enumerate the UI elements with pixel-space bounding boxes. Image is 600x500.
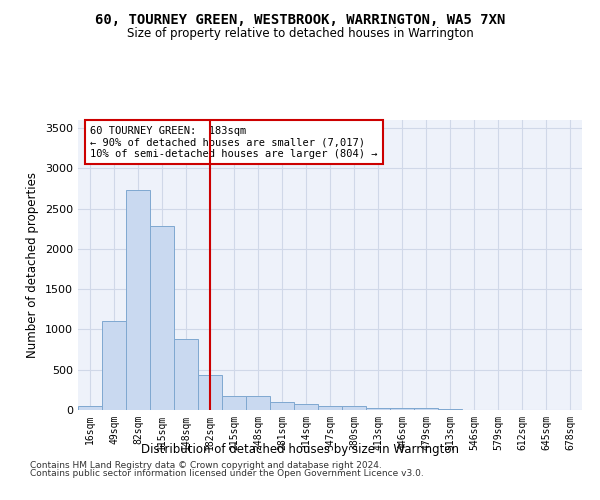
Y-axis label: Number of detached properties: Number of detached properties (26, 172, 40, 358)
Bar (342, 406, 366, 410)
Bar (414, 408, 438, 410)
Bar (270, 402, 294, 410)
Bar (438, 409, 462, 410)
Bar (102, 320, 126, 410)
Bar (294, 404, 318, 410)
Bar (126, 190, 150, 410)
Bar (150, 226, 174, 410)
Text: Contains HM Land Registry data © Crown copyright and database right 2024.: Contains HM Land Registry data © Crown c… (30, 460, 382, 469)
Bar (390, 408, 414, 410)
Text: Size of property relative to detached houses in Warrington: Size of property relative to detached ho… (127, 28, 473, 40)
Bar (318, 406, 342, 410)
Bar (366, 408, 390, 410)
Bar (246, 396, 270, 410)
Bar (198, 376, 222, 410)
Text: 60, TOURNEY GREEN, WESTBROOK, WARRINGTON, WA5 7XN: 60, TOURNEY GREEN, WESTBROOK, WARRINGTON… (95, 12, 505, 26)
Bar (222, 396, 246, 410)
Text: Contains public sector information licensed under the Open Government Licence v3: Contains public sector information licen… (30, 469, 424, 478)
Text: Distribution of detached houses by size in Warrington: Distribution of detached houses by size … (141, 442, 459, 456)
Bar (78, 406, 102, 410)
Text: 60 TOURNEY GREEN:  183sqm
← 90% of detached houses are smaller (7,017)
10% of se: 60 TOURNEY GREEN: 183sqm ← 90% of detach… (91, 126, 378, 159)
Bar (174, 339, 198, 410)
